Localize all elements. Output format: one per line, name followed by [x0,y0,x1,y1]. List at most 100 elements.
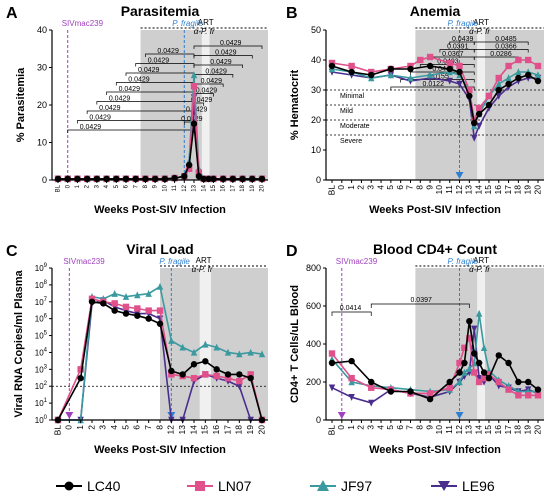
x-tick-label: BL [56,184,62,192]
data-point-lc40 [122,310,130,317]
panel-title: Blood CD4+ Count [373,241,497,257]
data-point-le96 [446,77,453,85]
data-point-ln07 [505,62,512,70]
data-point-ln07 [534,62,542,70]
data-point-lc40 [368,378,375,386]
data-point-ln07 [495,378,502,386]
pf-label: P. fragile [159,257,190,266]
data-point-le96 [475,375,483,382]
data-point-lc40 [534,386,542,393]
art-label: ART [196,256,212,265]
art-region [201,30,210,180]
x-tick-label: 15 [483,185,493,195]
y-tick-label: 104 [35,347,48,357]
data-point-jf97 [202,340,209,348]
panel-title: Parasitemia [121,3,200,19]
data-point-lc40 [156,320,164,327]
data-point-lc40 [426,395,434,403]
data-point-lc40 [524,71,532,79]
x-tick-label: 18 [234,425,244,435]
zone-label-moderate: Moderate [340,123,370,130]
data-point-lc40 [485,101,493,109]
data-point-lc40 [475,359,483,367]
x-tick-label: 8 [415,185,425,190]
data-point-ln07 [446,59,453,67]
p-value-label: 0.0485 [495,36,517,43]
x-tick-label: 2 [356,185,366,190]
x-tick-label: 3 [94,184,100,188]
x-tick-label: 18 [513,185,523,195]
data-point-lc40 [181,173,188,180]
alpha-pf-label: α-P. fr [194,27,215,36]
p-value-label: 0.0429 [196,88,218,95]
x-tick-label: 17 [503,425,513,435]
data-point-jf97 [534,71,542,79]
significance-bracket [193,55,253,59]
data-point-lc40 [77,374,84,382]
data-point-le96 [328,384,336,392]
series-line-jf97 [58,285,263,421]
p-value-label: 0.0429 [128,77,150,84]
data-point-lc40 [168,367,175,375]
x-tick-label: BL [326,425,336,436]
p-value-label: 0.0429 [220,40,242,47]
x-tick-label: 7 [405,425,415,430]
data-point-lc40 [368,71,375,79]
data-point-jf97 [134,291,141,299]
p-value-label: 0.0429 [148,58,170,65]
y-tick-label: 30 [311,85,321,95]
data-point-ln07 [515,56,522,64]
x-tick-label: 6 [124,184,130,188]
data-point-jf97 [247,348,254,356]
data-point-lc40 [111,307,118,314]
data-point-jf97 [456,378,463,386]
p-value-label: 0.0286 [490,51,512,58]
data-point-lc40 [190,120,198,127]
legend-label-lc40: LC40 [87,478,121,494]
data-point-ln07 [495,74,502,82]
x-axis-label: Weeks Post-SIV Infection [369,204,501,216]
zone-label-mild: Mild [340,108,353,115]
data-point-ln07 [236,377,243,385]
x-tick-label: BL [326,185,336,196]
y-tick-label: 400 [306,339,321,349]
p-value-label: 0.0391 [447,44,469,51]
x-tick-label: 6 [132,425,142,430]
x-tick-label: 4 [375,425,385,430]
siv-label: SIVmac239 [63,257,105,266]
data-point-ln07 [426,390,434,397]
art-label: ART [473,256,489,265]
panel-title: Viral Load [126,241,193,257]
x-tick-label: 7 [133,184,139,188]
data-point-ln07 [190,83,198,90]
data-point-lc40 [495,352,502,359]
data-point-ln07 [426,53,434,61]
x-tick-label: 13 [464,425,474,435]
legend-entry-le96: LE96 [431,478,495,494]
data-point-jf97 [480,344,488,351]
pf-arrow-icon [455,172,464,179]
significance-bracket [390,86,475,90]
x-tick-label: 20 [532,425,542,435]
data-point-le96 [475,122,483,130]
data-point-lc40 [456,68,463,76]
data-point-jf97 [224,348,232,356]
p-value-label: 0.0429 [138,67,160,74]
significance-bracket [193,45,263,49]
data-point-lc40 [461,359,468,367]
x-tick-label: 4 [104,184,110,188]
pf-label: P. fragile [448,19,479,28]
x-tick-label: 19 [522,425,532,435]
y-tick-label: 103 [35,364,48,374]
p-value-label: 0.0122 [423,81,445,88]
x-tick-label: 20 [256,425,266,435]
p-value-label: 0.0429 [215,50,237,57]
y-tick-label: 109 [35,263,48,273]
art-label: ART [198,18,214,27]
x-tick-label: 10 [434,185,444,195]
x-tick-label: 5 [120,425,130,430]
data-point-lc40 [328,359,336,367]
data-point-jf97 [236,350,243,358]
